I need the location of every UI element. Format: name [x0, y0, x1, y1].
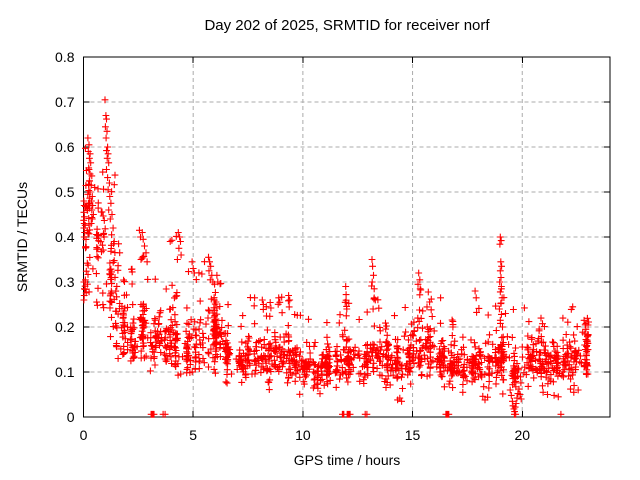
y-tick-label: 0.1 [55, 364, 75, 380]
y-tick-label: 0.2 [55, 319, 75, 335]
y-tick-label: 0.6 [55, 139, 75, 155]
x-tick-label: 5 [189, 427, 197, 443]
y-tick-label: 0 [67, 409, 75, 425]
x-tick-label: 15 [405, 427, 421, 443]
x-tick-label: 0 [80, 427, 88, 443]
y-tick-label: 0.4 [55, 229, 75, 245]
y-tick-label: 0.7 [55, 94, 75, 110]
chart-title: Day 202 of 2025, SRMTID for receiver nor… [204, 17, 490, 34]
y-tick-label: 0.3 [55, 274, 75, 290]
y-tick-label: 0.5 [55, 184, 75, 200]
y-tick-label: 0.8 [55, 49, 75, 65]
x-axis-label: GPS time / hours [293, 452, 401, 468]
x-tick-label: 10 [295, 427, 311, 443]
y-axis-label: SRMTID / TECUs [14, 181, 30, 293]
x-tick-label: 20 [514, 427, 530, 443]
scatter-points [80, 96, 592, 418]
